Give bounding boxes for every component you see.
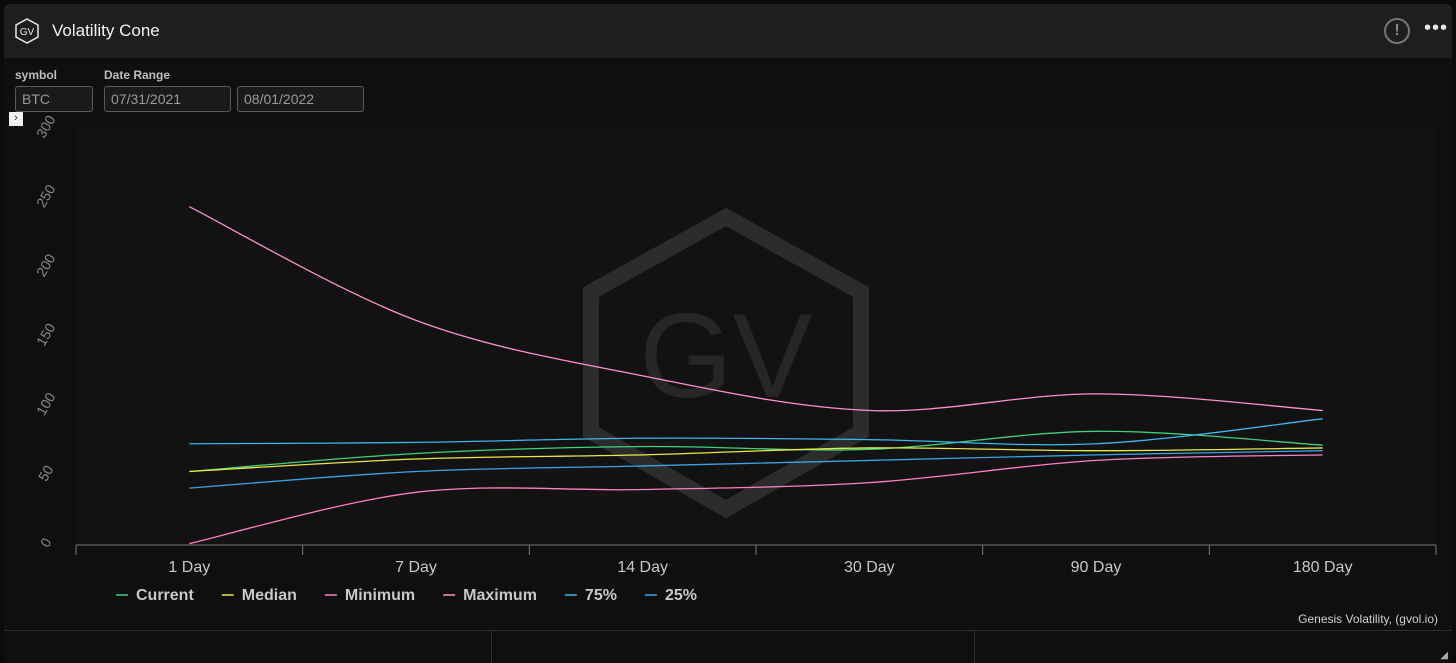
y-tick-label: 200 <box>33 251 59 279</box>
x-tick-label: 14 Day <box>617 559 668 576</box>
x-tick-label: 1 Day <box>168 559 210 576</box>
chart-panel: GV Volatility Cone ! ••• symbol Date Ran… <box>4 4 1452 663</box>
date-start-input[interactable] <box>104 86 231 112</box>
info-icon[interactable]: ! <box>1384 18 1410 44</box>
gv-logo: GV <box>15 18 39 44</box>
x-tick-label: 7 Day <box>395 559 437 576</box>
series-line-median <box>189 447 1323 473</box>
symbol-label: symbol <box>15 68 58 82</box>
date-end-input[interactable] <box>237 86 364 112</box>
watermark-hexagon <box>583 207 869 519</box>
series-line-minimum <box>189 454 1323 545</box>
y-tick-label: 300 <box>33 112 59 140</box>
expand-sidebar-icon[interactable]: › <box>9 112 23 126</box>
legend-item[interactable]: 75% <box>585 587 617 604</box>
resize-handle-icon[interactable]: ◢ <box>1440 650 1448 661</box>
x-tick-label: 30 Day <box>844 559 895 576</box>
series-line-75pct <box>189 418 1323 446</box>
plot-area <box>76 129 1436 545</box>
series-line-maximum <box>189 206 1323 412</box>
footer-cell: ⤓ <box>974 631 1452 663</box>
more-icon[interactable]: ••• <box>1424 17 1449 39</box>
symbol-input[interactable] <box>15 86 93 112</box>
y-tick-label: 0 <box>37 535 55 550</box>
legend-item[interactable]: 25% <box>665 587 697 604</box>
legend-item[interactable]: Current <box>136 587 194 604</box>
panel-footer: ⤓ ◢ <box>4 630 1452 663</box>
watermark-text: GV <box>639 289 812 423</box>
y-tick-label: 100 <box>33 390 59 418</box>
legend-item[interactable]: Maximum <box>463 587 537 604</box>
y-tick-label: 50 <box>35 462 57 484</box>
x-tick-label: 180 Day <box>1293 559 1353 576</box>
panel-header: GV Volatility Cone ! ••• <box>4 4 1452 58</box>
y-tick-label: 150 <box>33 320 59 348</box>
legend-item[interactable]: Minimum <box>345 587 415 604</box>
series-line-25pct <box>189 450 1323 489</box>
x-tick-label: 90 Day <box>1071 559 1122 576</box>
volatility-cone-chart: GV 0 50 100 150 200 250 300 1 Day 7 Day 14 Day 30 D… <box>33 112 1437 604</box>
chart-credits[interactable]: Genesis Volatility, (gvol.io) <box>1298 612 1438 626</box>
date-range-label: Date Range <box>104 68 171 82</box>
footer-cell <box>491 631 975 663</box>
y-tick-label: 250 <box>33 182 59 210</box>
legend-item[interactable]: Median <box>242 587 297 604</box>
logo-text: GV <box>20 27 35 38</box>
panel-title: Volatility Cone <box>52 21 160 40</box>
series-line-current <box>189 430 1323 473</box>
